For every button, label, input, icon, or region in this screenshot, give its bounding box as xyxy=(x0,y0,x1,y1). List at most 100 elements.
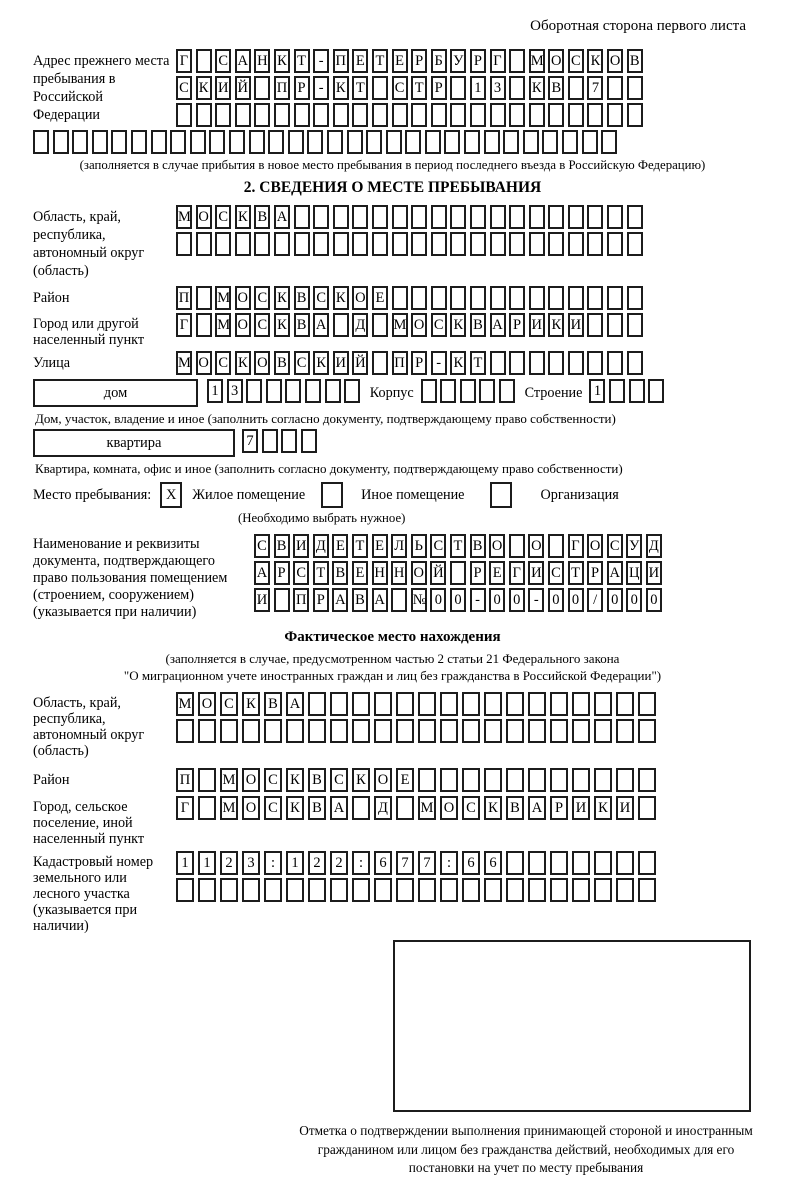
char-cell: - xyxy=(528,588,545,612)
char-cell xyxy=(313,232,330,256)
char-cell: П xyxy=(332,49,349,73)
char-cell xyxy=(509,76,526,100)
char-cell xyxy=(572,692,590,716)
char-cell xyxy=(484,878,502,902)
char-cell xyxy=(332,205,349,229)
char-cell xyxy=(286,719,304,743)
char-cell xyxy=(440,379,457,403)
char-cell xyxy=(246,379,263,403)
char-cell: Ц xyxy=(626,561,643,585)
char-cell: К xyxy=(450,313,467,337)
char-cell: Г xyxy=(508,561,525,585)
char-cell: О xyxy=(195,351,212,375)
char-cell xyxy=(628,379,645,403)
char-cell: Т xyxy=(411,76,428,100)
actual-district-label: Район xyxy=(33,772,70,788)
char-cell: В xyxy=(469,534,486,558)
char-cell: К xyxy=(587,49,604,73)
char-cell: А xyxy=(254,561,270,585)
char-cell xyxy=(550,878,568,902)
char-cell: В xyxy=(351,588,368,612)
char-cell xyxy=(489,232,506,256)
char-cell xyxy=(484,719,502,743)
char-cell xyxy=(609,379,626,403)
char-cell: И xyxy=(528,313,545,337)
char-cell xyxy=(248,130,265,154)
char-cell: О xyxy=(548,49,565,73)
char-cell: О xyxy=(242,768,260,792)
char-cell xyxy=(307,130,324,154)
char-cell xyxy=(198,768,216,792)
char-cell: В xyxy=(332,561,349,585)
char-cell: О xyxy=(195,205,212,229)
char-cell xyxy=(594,719,612,743)
char-cell: М xyxy=(176,692,194,716)
char-cell: И xyxy=(293,534,310,558)
char-cell: С xyxy=(215,205,232,229)
char-cell xyxy=(459,379,476,403)
char-cell xyxy=(198,796,216,820)
char-cell: Л xyxy=(391,534,408,558)
char-cell xyxy=(91,130,108,154)
char-cell xyxy=(313,205,330,229)
char-cell: Т xyxy=(352,76,369,100)
char-cell: К xyxy=(528,76,545,100)
char-cell xyxy=(548,351,565,375)
char-cell: Р xyxy=(469,49,486,73)
char-cell xyxy=(254,103,271,127)
char-cell xyxy=(440,768,458,792)
district-label: Район xyxy=(33,290,70,306)
char-cell: П xyxy=(176,286,192,310)
char-cell: М xyxy=(391,313,408,337)
char-cell xyxy=(130,130,147,154)
char-cell xyxy=(594,851,612,875)
char-cell: С xyxy=(391,76,408,100)
char-cell xyxy=(430,232,447,256)
char-cell xyxy=(346,130,363,154)
char-cell: № xyxy=(410,588,427,612)
char-cell xyxy=(195,313,212,337)
char-cell: С xyxy=(254,286,271,310)
char-cell xyxy=(176,103,192,127)
char-cell xyxy=(391,588,408,612)
char-cell xyxy=(430,103,447,127)
char-cell: Т xyxy=(567,561,584,585)
city-label: Город или другой населенный пункт xyxy=(33,316,145,348)
char-cell xyxy=(332,313,349,337)
char-cell xyxy=(587,232,604,256)
char-cell: В xyxy=(273,351,290,375)
char-cell: Р xyxy=(587,561,604,585)
char-cell: Г xyxy=(176,49,192,73)
char-cell xyxy=(528,692,546,716)
char-row-apartment: 7 xyxy=(242,429,320,453)
house-box-label: дом xyxy=(33,379,198,407)
char-cell xyxy=(607,103,624,127)
char-cell: С xyxy=(220,692,238,716)
char-cell: 7 xyxy=(587,76,604,100)
char-cell xyxy=(264,878,282,902)
char-cell xyxy=(509,286,526,310)
char-cell xyxy=(462,719,480,743)
char-cell xyxy=(198,878,216,902)
char-cell: 2 xyxy=(220,851,238,875)
char-cell xyxy=(286,878,304,902)
char-cell xyxy=(264,719,282,743)
char-cell xyxy=(411,205,428,229)
char-cell: А xyxy=(330,796,348,820)
char-cell: Й xyxy=(430,561,447,585)
char-cell xyxy=(411,103,428,127)
char-cell xyxy=(150,130,167,154)
char-cell: И xyxy=(567,313,584,337)
char-cell xyxy=(330,692,348,716)
char-cell xyxy=(411,286,428,310)
char-cell: Г xyxy=(176,313,192,337)
char-cell xyxy=(542,130,559,154)
char-cell xyxy=(215,232,232,256)
char-cell: 1 xyxy=(589,379,606,403)
char-cell: 0 xyxy=(567,588,584,612)
char-cell xyxy=(332,103,349,127)
char-cell xyxy=(567,286,584,310)
